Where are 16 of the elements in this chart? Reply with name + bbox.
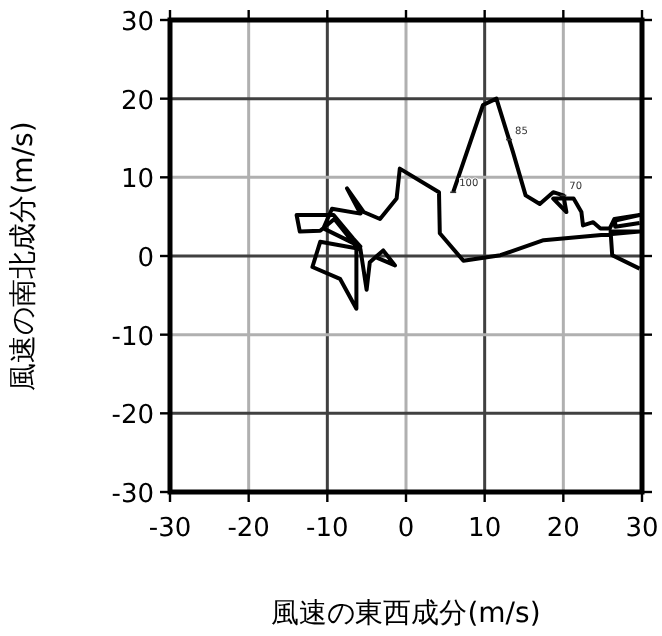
y-tick-label: 30 xyxy=(120,8,154,38)
x-tick-label: 0 xyxy=(397,514,415,544)
x-tick-label: 30 xyxy=(625,514,659,544)
y-tick-label: -10 xyxy=(111,322,154,353)
y-axis-title: 風速の南北成分(m/s) xyxy=(8,121,40,391)
x-tick-label: -30 xyxy=(148,514,192,544)
x-tick-label: 20 xyxy=(546,514,580,544)
y-tick-label: 20 xyxy=(120,86,154,117)
y-tick-label: 0 xyxy=(137,244,154,274)
y-tick-label: 10 xyxy=(120,165,154,196)
y-tick-label: -20 xyxy=(111,401,154,432)
y-tick-label: -30 xyxy=(111,480,154,510)
x-tick-label: -20 xyxy=(227,514,270,544)
x-axis-title: 風速の東西成分(m/s) xyxy=(271,598,541,630)
x-tick-label: 10 xyxy=(468,514,502,544)
x-tick-label: -10 xyxy=(306,514,349,544)
